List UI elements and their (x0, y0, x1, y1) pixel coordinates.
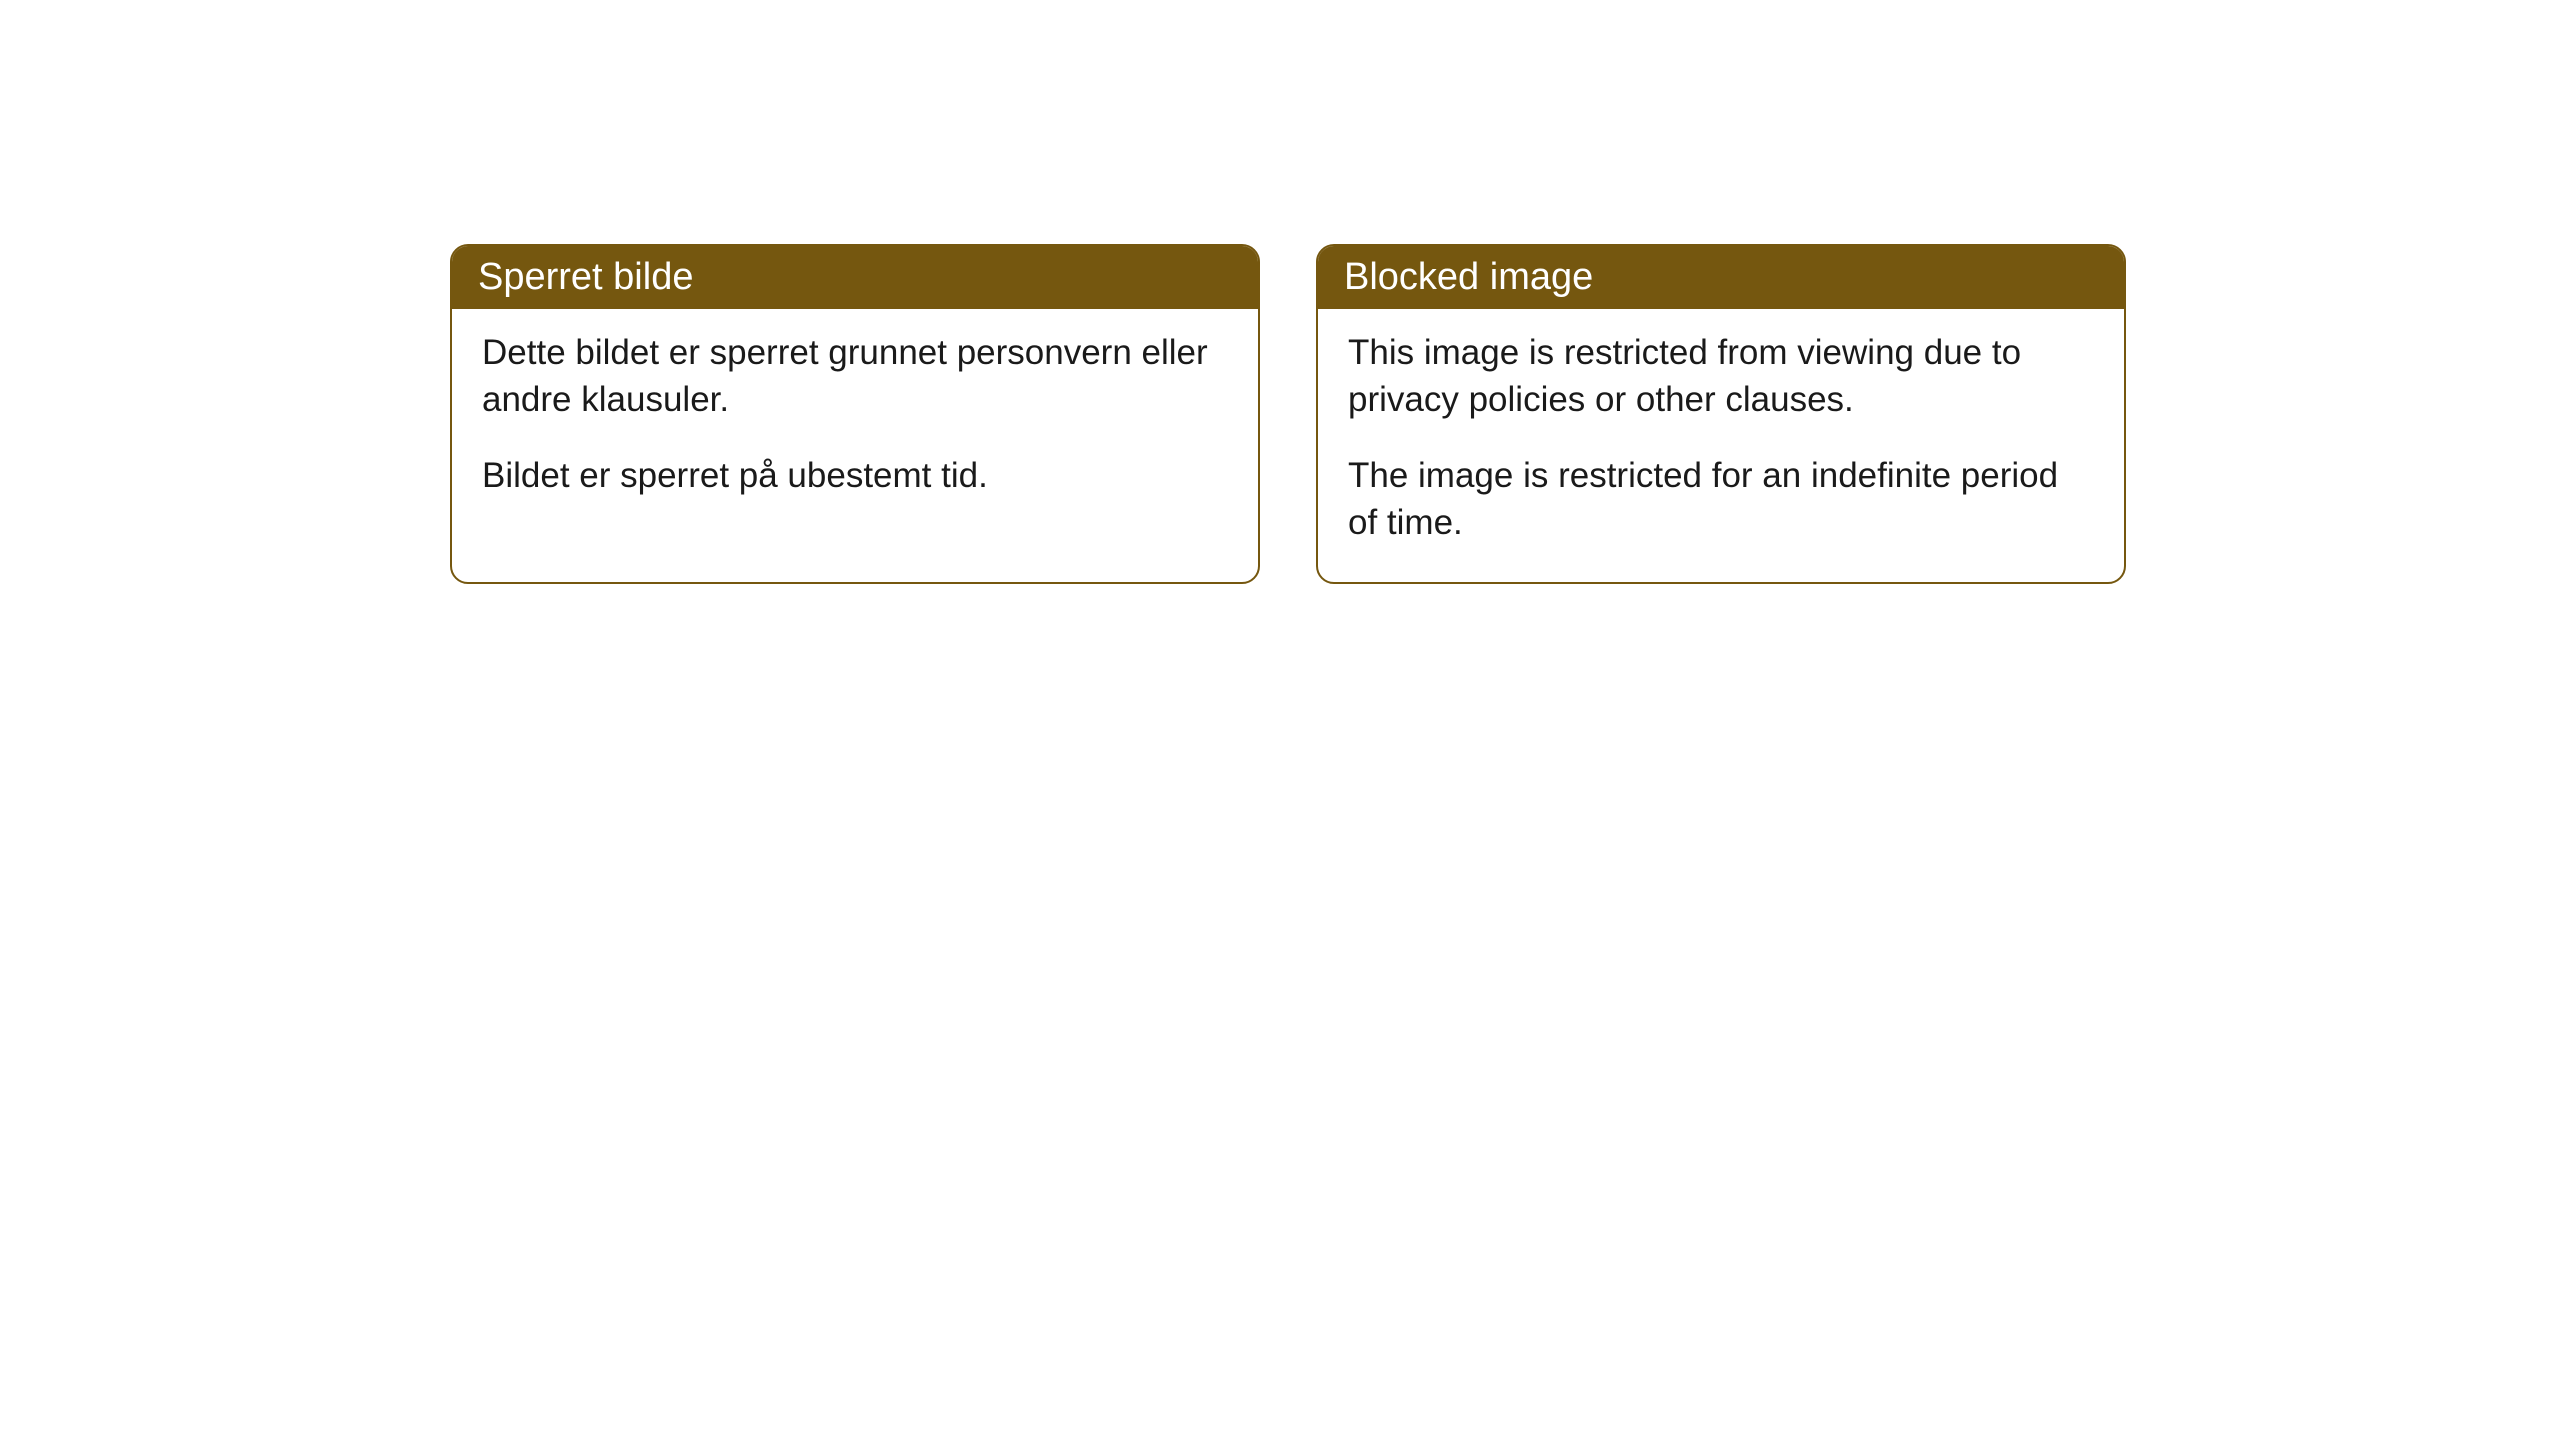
card-text-norwegian-p2: Bildet er sperret på ubestemt tid. (482, 452, 1228, 499)
card-title-norwegian: Sperret bilde (478, 256, 693, 298)
card-text-english-p1: This image is restricted from viewing du… (1348, 329, 2094, 424)
card-body-norwegian: Dette bildet er sperret grunnet personve… (452, 309, 1258, 535)
card-header-english: Blocked image (1318, 246, 2124, 309)
notice-card-norwegian: Sperret bilde Dette bildet er sperret gr… (450, 244, 1260, 584)
notice-card-english: Blocked image This image is restricted f… (1316, 244, 2126, 584)
card-title-english: Blocked image (1344, 256, 1593, 298)
card-header-norwegian: Sperret bilde (452, 246, 1258, 309)
card-body-english: This image is restricted from viewing du… (1318, 309, 2124, 582)
notice-cards-container: Sperret bilde Dette bildet er sperret gr… (450, 244, 2126, 584)
card-text-norwegian-p1: Dette bildet er sperret grunnet personve… (482, 329, 1228, 424)
card-text-english-p2: The image is restricted for an indefinit… (1348, 452, 2094, 547)
